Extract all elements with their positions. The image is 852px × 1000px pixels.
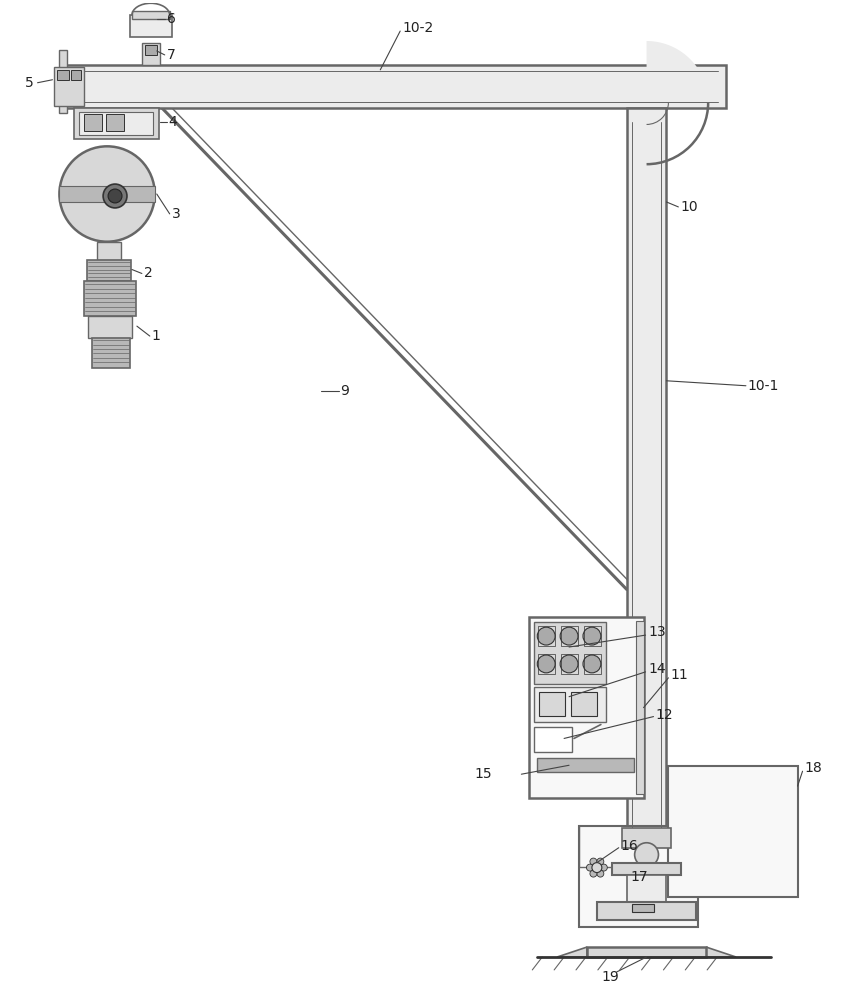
Text: 10-1: 10-1 [747,379,779,393]
Polygon shape [705,947,735,957]
Bar [579,826,698,927]
Text: 19: 19 [602,970,619,984]
Bar [132,11,170,19]
Circle shape [582,655,600,673]
Text: 18: 18 [803,761,821,775]
Text: 7: 7 [166,48,176,62]
Text: 16: 16 [620,839,638,853]
Text: 9: 9 [340,384,349,398]
Text: 11: 11 [670,668,688,682]
Bar [529,617,642,798]
Bar [145,45,157,55]
Bar [538,654,555,674]
Bar [668,766,797,897]
Text: 5: 5 [25,76,33,90]
Bar [84,114,102,131]
Bar [60,65,725,108]
Polygon shape [646,41,707,103]
Circle shape [600,864,607,871]
Bar [533,687,605,722]
Circle shape [590,870,596,877]
Bar [79,112,153,135]
Bar [60,50,67,113]
Text: 3: 3 [171,207,181,221]
Bar [635,621,642,794]
Circle shape [560,627,578,645]
Bar [106,114,124,131]
Bar [87,260,131,281]
Bar [596,902,695,920]
Circle shape [590,858,596,865]
Bar [537,758,633,772]
Circle shape [560,655,578,673]
Circle shape [591,863,602,873]
Bar [130,15,171,37]
Circle shape [586,864,593,871]
Circle shape [60,146,154,242]
Bar [561,626,578,646]
Text: 1: 1 [152,329,160,343]
Bar [74,108,158,139]
Text: 10-2: 10-2 [401,21,433,35]
Circle shape [108,189,122,203]
Text: 2: 2 [144,266,153,280]
Circle shape [596,858,603,865]
Text: 4: 4 [169,115,177,129]
Bar [621,828,671,848]
Bar [533,727,572,752]
Bar [626,875,665,902]
Bar [60,186,154,202]
Bar [92,338,130,368]
Bar [631,904,653,912]
Bar [561,654,578,674]
Bar [97,242,121,260]
Bar [586,947,705,957]
Bar [533,622,605,684]
Bar [570,692,596,716]
Bar [538,626,555,646]
Bar [584,654,600,674]
Circle shape [537,655,555,673]
Bar [626,108,665,843]
Circle shape [596,870,603,877]
Bar [72,70,81,80]
Bar [88,316,132,338]
Text: 13: 13 [648,625,665,639]
Text: 12: 12 [654,708,672,722]
Text: 6: 6 [166,12,176,26]
Circle shape [103,184,127,208]
Polygon shape [556,947,586,957]
Bar [611,863,681,875]
Bar [584,626,600,646]
Bar [55,67,84,106]
Circle shape [582,627,600,645]
Circle shape [634,843,658,867]
Bar [57,70,69,80]
Text: 15: 15 [474,767,492,781]
Text: 17: 17 [630,870,648,884]
Bar [538,692,564,716]
Text: 10: 10 [680,200,697,214]
Text: 14: 14 [648,662,665,676]
Bar [141,43,159,65]
Circle shape [537,627,555,645]
Bar [84,281,135,316]
